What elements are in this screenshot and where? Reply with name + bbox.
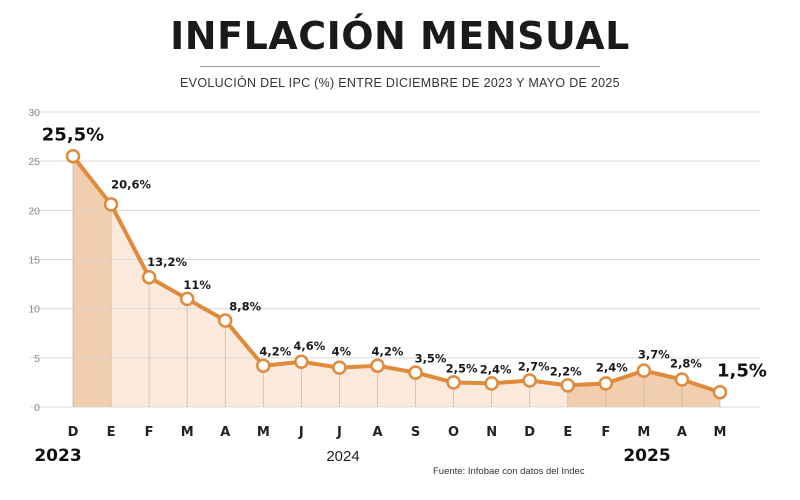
data-point (712, 385, 728, 400)
data-label: 4% (332, 345, 352, 359)
x-tick-label: D (68, 425, 79, 440)
data-point (141, 269, 157, 285)
data-point (636, 363, 652, 378)
y-tick-label: 10 (28, 304, 40, 316)
data-label: 11% (183, 278, 211, 292)
data-label: 2,8% (670, 356, 702, 370)
data-label: 13,2% (147, 255, 187, 269)
point-stems (72, 156, 721, 407)
x-tick-label: M (637, 425, 650, 440)
year-label: 2025 (623, 446, 670, 466)
data-label: 2,4% (596, 360, 628, 374)
data-point (294, 354, 309, 370)
y-tick-label: 20 (28, 205, 40, 217)
data-point (65, 149, 81, 164)
data-point (370, 358, 385, 373)
x-tick-label: A (372, 425, 382, 440)
data-label: 2,7% (518, 359, 550, 373)
y-tick-label: 25 (28, 156, 40, 168)
data-label: 20,6% (111, 177, 151, 191)
data-point (560, 378, 576, 393)
x-tick-label: A (677, 425, 687, 440)
data-point (332, 360, 347, 375)
x-tick-label: E (107, 425, 116, 440)
area-fill (73, 156, 720, 407)
data-point (446, 375, 461, 390)
x-tick-label: J (298, 425, 304, 440)
x-axis: D E F M A M J J A S O N D E F M A M 2023 2024 2025 (34, 425, 726, 466)
title-divider (200, 66, 600, 67)
data-point (408, 365, 423, 380)
x-tick-label: O (448, 425, 459, 440)
data-label: 25,5% (42, 124, 104, 145)
data-point (598, 376, 614, 391)
data-point (217, 313, 233, 328)
data-label: 3,7% (638, 348, 670, 362)
gridlines (30, 111, 760, 408)
data-label: 2,5% (446, 361, 478, 375)
data-point (256, 358, 271, 373)
data-label: 1,5% (717, 360, 767, 381)
year-label: 2023 (34, 446, 81, 466)
area-band-2023 (73, 156, 112, 407)
data-label: 8,8% (229, 299, 261, 313)
data-point (674, 372, 690, 387)
data-label: 3,5% (415, 352, 447, 366)
chart-subtitle: EVOLUCIÓN DEL IPC (%) ENTRE DICIEMBRE DE… (180, 76, 620, 90)
data-label: 4,6% (293, 339, 325, 353)
y-tick-label: 30 (28, 107, 40, 119)
data-point (103, 197, 119, 212)
x-tick-label: F (145, 425, 154, 440)
data-labels: 25,5%20,6%13,2%11%8,8%4,2% 4,6% 4% 4,2% 3,5%… (42, 124, 767, 381)
y-tick-label: 0 (34, 402, 40, 414)
x-tick-label: D (524, 425, 535, 440)
data-point (484, 376, 499, 391)
x-tick-label: S (411, 425, 420, 440)
x-tick-label: N (486, 425, 497, 440)
source-note: Fuente: Infobae con datos del Indec (433, 466, 585, 477)
data-label: 4,2% (372, 345, 404, 359)
data-label: 2,4% (480, 362, 512, 376)
data-label: 2,2% (550, 364, 582, 378)
year-label: 2024 (326, 448, 359, 465)
chart-title: INFLACIÓN MENSUAL (170, 14, 630, 58)
x-tick-label: A (220, 425, 230, 440)
x-tick-label: J (336, 425, 342, 440)
data-point (179, 291, 195, 307)
x-tick-label: F (601, 425, 610, 440)
data-label: 4,2% (259, 345, 291, 359)
y-tick-label: 5 (34, 353, 40, 365)
x-tick-label: M (181, 425, 194, 440)
x-tick-label: M (257, 425, 270, 440)
x-tick-label: M (714, 425, 727, 440)
data-point (522, 373, 537, 388)
x-tick-label: E (563, 425, 572, 440)
y-tick-label: 15 (28, 255, 40, 267)
data-points (65, 149, 728, 400)
y-axis: 0 5 10 15 20 25 30 (28, 107, 40, 414)
